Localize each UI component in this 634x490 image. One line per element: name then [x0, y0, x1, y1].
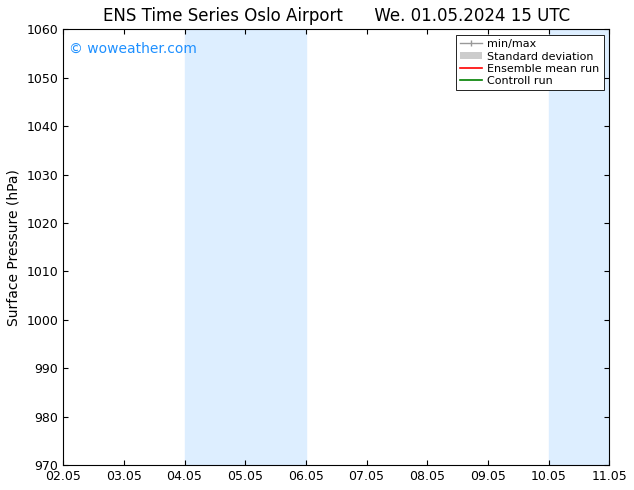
Bar — [184, 29, 306, 465]
Y-axis label: Surface Pressure (hPa): Surface Pressure (hPa) — [7, 169, 21, 326]
Legend: min/max, Standard deviation, Ensemble mean run, Controll run: min/max, Standard deviation, Ensemble me… — [456, 35, 604, 90]
Bar — [548, 29, 609, 465]
Text: © woweather.com: © woweather.com — [68, 42, 197, 56]
Title: ENS Time Series Oslo Airport      We. 01.05.2024 15 UTC: ENS Time Series Oslo Airport We. 01.05.2… — [103, 7, 570, 25]
